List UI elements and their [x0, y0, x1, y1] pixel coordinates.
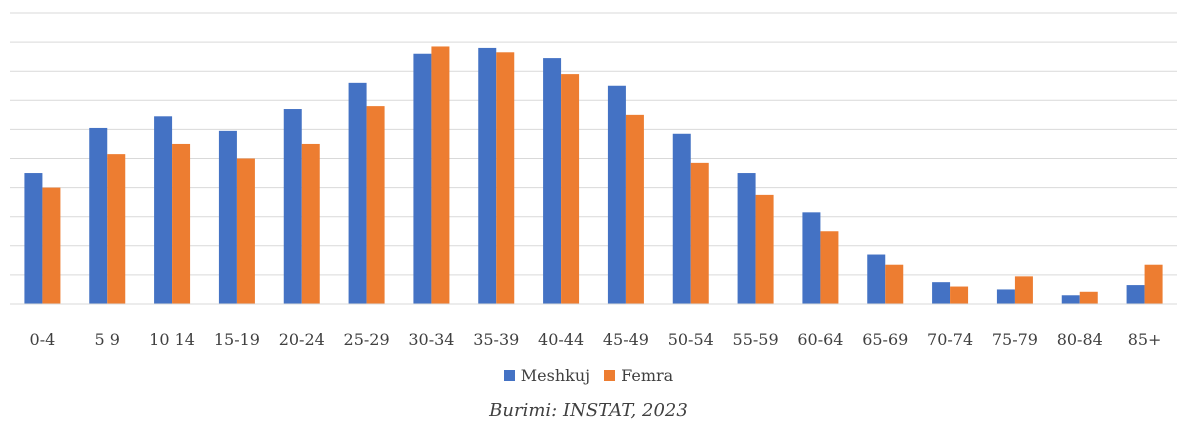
- bar-femra-75-79: [1014, 276, 1033, 304]
- x-tick-label: 20-24: [279, 330, 325, 349]
- x-tick-label: 40-44: [538, 330, 584, 349]
- bar-femra-50-54: [690, 162, 709, 304]
- bar-meshkuj-75-79: [996, 289, 1015, 304]
- x-tick-label: 50-54: [668, 330, 714, 349]
- x-tick-label: 35-39: [473, 330, 519, 349]
- bar-femra-80-84: [1079, 291, 1098, 304]
- x-tick-label: 80-84: [1057, 330, 1103, 349]
- bar-femra-55-59: [755, 194, 774, 304]
- x-tick-label: 70-74: [927, 330, 973, 349]
- legend-label-femra: Femra: [621, 366, 674, 385]
- x-tick-label: 60-64: [797, 330, 843, 349]
- x-tick-label: 55-59: [733, 330, 779, 349]
- bar-femra-15-19: [236, 158, 255, 304]
- bar-femra-60-64: [820, 231, 839, 304]
- bar-femra-40-44: [561, 74, 580, 304]
- x-tick-label: 75-79: [992, 330, 1038, 349]
- bar-meshkuj-35-39: [478, 47, 497, 305]
- bar-femra-45-49: [625, 114, 644, 304]
- legend-swatch-meshkuj: [503, 370, 515, 381]
- bar-chart: 0-4 5 9 10 14 15-19 20-24 25-29 30-34 35-39 40-4…: [10, 12, 1177, 349]
- x-tick-label: 10 14: [149, 330, 195, 349]
- bar-meshkuj-65-69: [867, 254, 886, 304]
- x-tick-label: 5 9: [95, 330, 120, 349]
- bar-meshkuj-15-19: [218, 130, 237, 304]
- bar-meshkuj-20-24: [283, 109, 302, 304]
- x-tick-labels: 0-4 5 9 10 14 15-19 20-24 25-29 30-34 35-39 40-4…: [30, 330, 1162, 349]
- bar-meshkuj-5-9: [89, 127, 108, 304]
- x-tick-label: 15-19: [214, 330, 260, 349]
- bar-meshkuj-50-54: [672, 133, 691, 304]
- bar-femra-0-4: [42, 187, 61, 304]
- bar-femra-10-14: [172, 143, 191, 304]
- x-tick-label: 85+: [1128, 330, 1162, 349]
- legend-swatch-femra: [604, 370, 616, 381]
- source-note: Burimi: INSTAT, 2023: [489, 400, 688, 421]
- bar-meshkuj-70-74: [932, 282, 951, 304]
- x-tick-label: 45-49: [603, 330, 649, 349]
- legend-item-femra: Femra: [604, 366, 673, 385]
- x-tick-label: 30-34: [408, 330, 454, 349]
- x-tick-label: 0-4: [30, 330, 56, 349]
- bar-meshkuj-10-14: [154, 116, 173, 305]
- bar-femra-5-9: [107, 154, 126, 304]
- bar-meshkuj-30-34: [413, 53, 432, 304]
- bar-meshkuj-0-4: [24, 173, 43, 304]
- bar-femra-65-69: [885, 264, 904, 304]
- bar-femra-85+: [1144, 264, 1163, 304]
- bar-femra-20-24: [301, 143, 320, 304]
- bar-meshkuj-85+: [1126, 285, 1145, 304]
- bar-meshkuj-45-49: [607, 85, 626, 304]
- bar-femra-35-39: [496, 52, 515, 304]
- gridlines: [10, 12, 1177, 305]
- x-tick-label: 25-29: [344, 330, 390, 349]
- legend-label-meshkuj: Meshkuj: [520, 366, 591, 385]
- legend: Meshkuj Femra: [0, 366, 1177, 385]
- bar-meshkuj-25-29: [348, 82, 367, 304]
- bar-meshkuj-55-59: [737, 173, 756, 304]
- bars: [24, 46, 1163, 305]
- bar-meshkuj-80-84: [1061, 295, 1080, 304]
- bar-femra-70-74: [950, 286, 969, 304]
- x-tick-label: 65-69: [862, 330, 908, 349]
- bar-meshkuj-60-64: [802, 212, 821, 304]
- legend-item-meshkuj: Meshkuj: [503, 366, 591, 385]
- bar-meshkuj-40-44: [543, 58, 562, 305]
- bar-femra-30-34: [431, 46, 450, 305]
- bar-femra-25-29: [366, 106, 385, 305]
